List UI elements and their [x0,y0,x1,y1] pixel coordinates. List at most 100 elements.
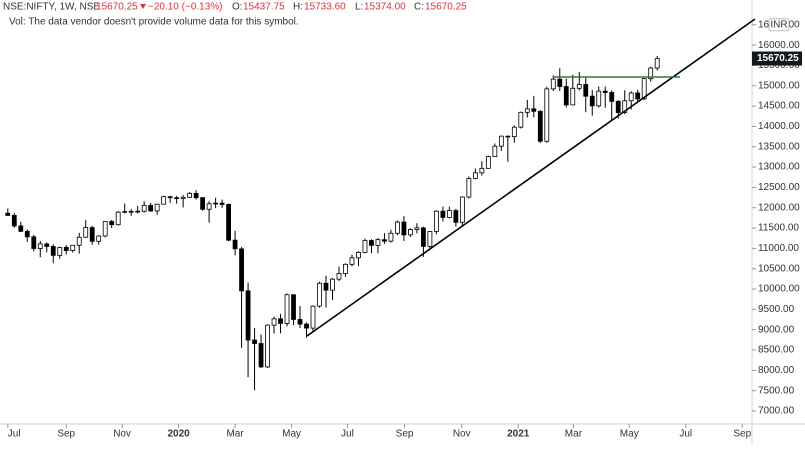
candle-body [622,100,628,113]
header: NSE:NIFTY, 1W, NSE 15670.25 −20.10 (−0.1… [3,2,467,28]
candle-body [395,221,400,234]
candle-body [291,294,296,320]
candle-body [154,203,160,212]
y-tick-label: 14000.00 [758,121,800,132]
candle-body [401,221,407,236]
x-tick-label: Mar [226,429,244,440]
candle-body [440,210,446,218]
volume-note: Vol: The data vendor doesn't provide vol… [9,17,299,28]
close-value: 15670.25 [425,2,467,13]
candle-body [498,135,504,147]
y-tick-label: 15500.00 [758,60,800,71]
y-tick-label: 7000.00 [758,406,795,417]
y-tick-label: 14500.00 [758,101,800,112]
candle-body [472,172,478,179]
high-label: H: [293,2,303,13]
candle-body [284,294,290,324]
y-tick-label: 13000.00 [758,162,800,173]
x-tick-label: Jul [8,429,21,440]
candle-body [219,202,225,205]
candle-body [615,100,621,113]
candle-body [89,227,95,242]
candle-body [115,211,121,226]
last-price-box [752,51,802,66]
candle-body [50,246,56,256]
candle-body [258,343,264,368]
x-tick-label: Sep [733,429,751,440]
candle-body [44,243,50,247]
candle-body [102,221,108,237]
x-tick-label: Nov [453,429,471,440]
candle-body [317,282,322,307]
candle-body [557,78,563,87]
low-label: L: [355,2,363,13]
currency-badge [768,18,790,32]
candle-body [180,196,186,199]
symbol: NSE:NIFTY, 1W, NSE [3,2,100,13]
candle-body [141,205,147,212]
candle-body [37,243,43,249]
candle-body [654,58,660,69]
candle-body [408,229,413,236]
candle-body [18,225,24,232]
candle-body [531,108,537,112]
down-arrow [140,4,146,9]
candle-body [388,232,394,242]
candle-body [479,167,485,174]
x-tick-label: 2020 [167,429,190,440]
candle-body [245,290,251,341]
candle-body [239,248,244,292]
candles [5,55,660,391]
candle-body [304,323,309,329]
y-tick-label: 8000.00 [758,365,795,376]
candle-body [310,305,316,329]
currency: INR [770,19,787,30]
candle-body [271,318,277,326]
open-value: 15437.75 [243,2,285,13]
candle-body [544,88,550,142]
y-tick-label: 16000.00 [758,40,800,51]
candle-body [628,92,634,102]
x-tick-label: Jul [341,429,354,440]
candle-body [421,227,426,247]
candle-body [343,263,348,274]
candle-body [226,204,231,241]
candle-body [206,203,212,210]
high-value: 15733.60 [304,2,346,13]
candle-body [485,156,491,169]
candle-body [193,193,199,199]
trend-line [306,18,756,337]
candle-body [537,110,543,142]
y-tick-label: 7500.00 [758,385,795,396]
candle-body [459,196,465,223]
y-tick-label: 12000.00 [758,202,800,213]
axes: 7000.00 7500.00 8000.00 8500.00 9000.00 9500.… [7,18,802,440]
candle-body [63,247,69,251]
candle-body [278,318,283,324]
candle-body [200,197,206,210]
candle-body [356,251,361,259]
candle-body [375,239,381,246]
y-tick-label: 13500.00 [758,141,800,152]
candle-body [57,247,63,256]
candle-body [135,210,141,213]
candle-body [70,244,76,251]
x-tick-label: Sep [57,429,75,440]
candle-body [609,92,615,102]
change: −20.10 (−0.13%) [148,2,223,13]
candle-body [570,87,576,106]
candle-body [213,202,218,205]
candle-body [11,215,17,227]
x-tick-label: Nov [113,429,131,440]
x-tick-label: Sep [396,429,414,440]
candle-body [648,67,654,80]
y-tick-label: 12500.00 [758,182,800,193]
candle-body [148,205,154,212]
candle-body [427,231,433,247]
x-tick-label: May [620,429,639,440]
y-tick-label: 11500.00 [758,223,799,234]
x-tick-label: Jul [679,429,692,440]
candle-body [31,236,37,249]
candle-body [76,236,82,246]
